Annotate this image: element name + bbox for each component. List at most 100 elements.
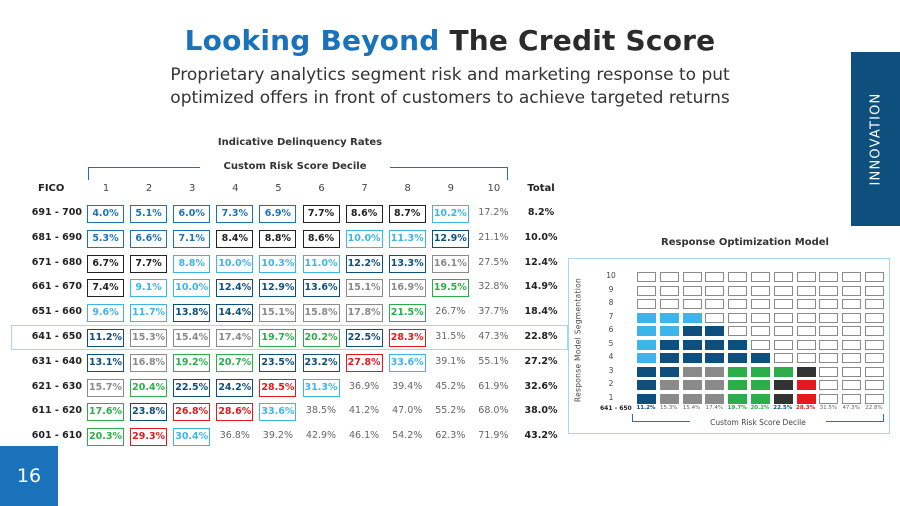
response-grid-cell [819,393,839,404]
response-grid-cell [773,312,793,323]
delinquency-cell: 39.4% [392,380,423,392]
response-grid-cell [842,326,862,336]
delinquency-cell: 20.3% [87,428,124,447]
response-grid-cell [819,326,839,336]
delinquency-cell: 8.8% [259,229,297,248]
response-grid-cell [796,299,816,309]
delinquency-cell: 17.8% [345,304,383,323]
delinquency-cell: 4.0% [87,205,124,223]
decile-header: 9 [447,183,454,194]
response-grid-cell [842,299,862,309]
response-grid-cell [682,393,702,404]
delinquency-cell: 30.4% [173,428,211,447]
delinquency-cell: 33.6% [259,403,297,422]
response-model-y-label: Response Model Segmentation [573,277,583,403]
delinquency-cell: 16.9% [388,279,426,298]
fico-row-label: 611 - 620 [31,405,82,417]
custom-risk-label: Custom Risk Score Decile [690,418,826,427]
response-grid-cell [728,366,748,377]
fico-row-label: 681 - 690 [31,231,82,243]
delinquency-cell: 28.3% [388,329,426,347]
response-grid-cell [728,339,748,350]
delinquency-cell: 31.5% [435,331,466,342]
response-grid-cell [819,353,839,363]
response-grid-cell [819,299,839,309]
delinquency-cell: 15.4% [173,329,211,347]
decile-header: 10 [487,183,501,194]
response-grid-cell [773,285,793,296]
response-grid-cell [865,366,884,377]
delinquency-cell: 11.3% [388,229,426,248]
fico-row-label: 661 - 670 [31,281,82,293]
response-grid-cell [865,326,884,336]
response-grid-cell [842,366,862,377]
response-grid-cell [773,272,793,282]
response-grid-cell [751,272,770,282]
highlighted-row-frame [11,325,568,350]
delinquency-cell: 10.0% [345,229,383,248]
response-grid-cell [705,272,725,282]
response-y-tick: 10 [606,271,616,280]
response-grid-cell [682,380,702,390]
title-part-1: Looking Beyond [184,24,440,57]
response-grid-cell [819,380,839,390]
delinquency-cell: 6.7% [87,254,124,273]
delinquency-cell: 68.0% [478,405,509,417]
delinquency-cell: 39.2% [262,430,293,442]
response-row-value: 19.7% [727,405,747,411]
delinquency-cell: 10.3% [259,254,297,273]
delinquency-cell: 11.7% [130,304,168,323]
delinquency-cell: 26.8% [173,403,211,422]
delinquency-cell: 17.2% [478,207,509,218]
delinquency-cell: 12.4% [216,279,254,298]
response-grid-cell [705,393,725,404]
delinquency-cell: 55.1% [478,355,509,367]
response-y-tick: 2 [608,379,614,388]
delinquency-cell: 13.1% [87,353,124,372]
response-grid-cell [705,285,725,296]
response-grid-cell [728,326,748,336]
delinquency-cell: 21.5% [388,304,426,323]
response-grid-cell [682,339,702,350]
delinquency-cell: 7.7% [130,254,168,273]
response-grid-cell [819,339,839,350]
response-grid-cell [682,312,702,323]
delinquency-cell: 20.7% [216,353,254,372]
delinquency-cell: 14.4% [216,304,254,323]
delinquency-cell: 13.3% [388,254,426,273]
fico-row-label: 641 - 650 [31,331,82,342]
delinquency-cell: 6.0% [173,205,211,223]
response-grid-cell [773,366,793,377]
response-grid-cell [751,285,770,296]
delinquency-cell: 7.4% [87,279,124,298]
delinquency-cell: 7.7% [302,205,340,223]
response-grid-cell [637,339,656,350]
row-total: 10.0% [524,231,558,243]
response-grid-cell [728,393,748,404]
row-total: 22.8% [524,331,558,342]
response-grid-cell [659,366,679,377]
response-grid-cell [796,326,816,336]
response-y-tick: 4 [608,352,614,361]
delinquency-cell: 19.5% [431,279,469,298]
response-grid-cell [842,312,862,323]
response-row-value: 17.4% [705,405,724,411]
delinquency-cell: 41.2% [349,405,380,417]
response-grid-cell [682,326,702,336]
delinquency-cell: 7.1% [173,229,211,248]
delinquency-cell: 27.5% [478,256,509,268]
response-grid-cell [865,393,884,404]
response-grid-cell [728,312,748,323]
row-total: 27.2% [524,355,558,367]
response-grid-cell [751,339,770,350]
response-grid-cell [796,339,816,350]
subtitle-line-2: optimized offers in front of customers t… [170,88,730,108]
row-total: 18.4% [524,306,558,318]
response-grid-cell [819,312,839,323]
response-row-value: 31.5% [819,405,838,411]
response-row-value: 22.5% [773,405,793,411]
response-grid-cell [659,339,679,350]
delinquency-cell: 15.1% [345,279,383,298]
response-grid-cell [842,393,862,404]
response-grid-cell [796,272,816,282]
